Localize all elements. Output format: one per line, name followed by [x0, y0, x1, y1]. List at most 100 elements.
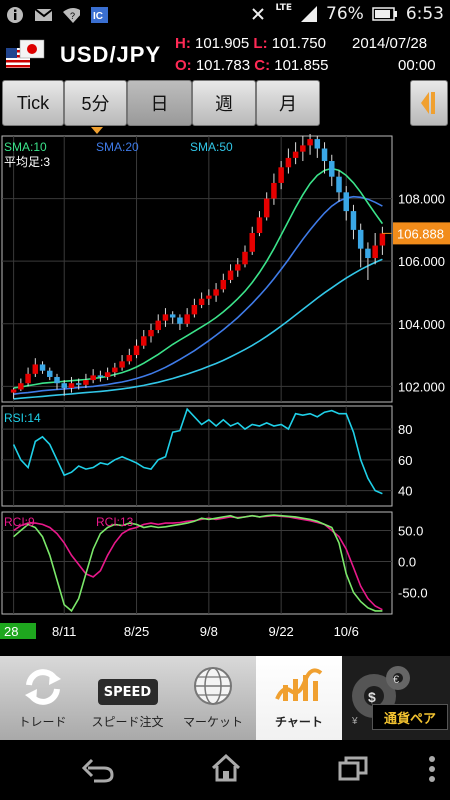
system-nav-bar: [0, 740, 450, 800]
tab-chart-label: チャート: [275, 715, 323, 729]
x-tick-label: 8/25: [124, 624, 149, 639]
candle-body: [39, 364, 46, 371]
svg-text:IC: IC: [93, 11, 103, 22]
close-value: 101.855: [274, 57, 329, 74]
svg-text:€: €: [393, 674, 399, 686]
tab-market[interactable]: マーケット: [170, 656, 256, 740]
collapse-panel-button[interactable]: [410, 80, 448, 126]
rsi-panel: 80 60 40 RSI:14: [4, 407, 412, 499]
tab-month-label: 月: [279, 94, 297, 114]
tab-5min[interactable]: 5分: [64, 80, 127, 134]
rci-tick-label: 50.0: [398, 524, 423, 539]
tab-tick-label: Tick: [16, 92, 50, 113]
bottom-tab-bar: トレード SPEED スピード注文 マーケット チャート $ € ¥ 通貨ペ: [0, 656, 450, 740]
candle-body: [148, 330, 154, 337]
open-label: O:: [175, 57, 192, 74]
tab-chart[interactable]: チャート: [256, 656, 342, 740]
bar-time: 00:00: [398, 57, 436, 74]
chart-svg: 108.000 106.000 104.000 102.000 SMA:10 SMA:20…: [0, 129, 450, 639]
rsi-tick-label: 40: [398, 484, 412, 499]
candle-body: [83, 380, 89, 385]
currency-pair: USD/JPY: [60, 42, 162, 67]
status-left-icons: ? IC: [6, 6, 108, 24]
candle-body: [169, 314, 176, 318]
candle-body: [379, 233, 386, 246]
tab-week[interactable]: 週: [192, 80, 256, 126]
rci-tick-label: 0.0: [398, 554, 416, 569]
candle-body: [357, 229, 364, 249]
sma-label: SMA:10: [4, 140, 47, 154]
candle-body: [220, 279, 227, 290]
candle-body: [25, 373, 31, 384]
tab-week-label: 週: [215, 94, 233, 114]
svg-text:¥: ¥: [351, 716, 358, 727]
rci9-line: [13, 514, 383, 613]
high-label: H:: [175, 35, 191, 52]
high-low-row: H: 101.905 L: 101.750: [175, 35, 326, 52]
candle-body: [155, 320, 161, 331]
tab-currency-pair[interactable]: $ € ¥ 通貨ペア: [342, 656, 450, 740]
candle-body: [278, 167, 284, 183]
candle-body: [32, 364, 39, 374]
x-tick-label: 9/8: [200, 624, 218, 639]
tab-tick[interactable]: Tick: [2, 80, 64, 126]
scroll-position-bar: [0, 623, 36, 639]
recent-apps-icon[interactable]: [336, 754, 370, 784]
chevron-left-icon: [421, 92, 435, 114]
tab-speed-order[interactable]: SPEED スピード注文: [85, 656, 170, 740]
candle-body: [213, 289, 219, 296]
back-icon[interactable]: [80, 754, 116, 784]
price-subtitle: 平均足:3: [4, 155, 50, 169]
panel-frame: [1, 405, 393, 507]
open-close-row: O: 101.783 C: 101.855: [175, 57, 328, 74]
bluetooth-off-icon: [252, 8, 265, 20]
candle-body: [133, 345, 140, 356]
ic-icon: IC: [90, 6, 108, 24]
network-type: LTE: [275, 3, 293, 13]
svg-text:$: $: [368, 689, 376, 705]
chart-area[interactable]: 108.000 106.000 104.000 102.000 SMA:10 SMA:20…: [0, 129, 450, 646]
chart-icon: [275, 668, 323, 701]
tab-trade-label: トレード: [18, 715, 67, 729]
mail-icon: [34, 6, 52, 24]
menu-icon[interactable]: [424, 754, 440, 784]
candle-body: [112, 367, 118, 373]
candle-body: [372, 245, 378, 259]
candle-body: [227, 270, 234, 280]
rsi-tick-label: 80: [398, 422, 412, 437]
signal-icon: [301, 6, 318, 22]
candle-body: [314, 139, 321, 149]
rci-panel: 50.0 0.0 -50.0 RCI:9 RCI:13: [4, 514, 428, 613]
tab-day[interactable]: 日: [127, 80, 192, 126]
candle-body: [97, 375, 104, 377]
tab-market-label: マーケット: [182, 715, 243, 729]
tab-month[interactable]: 月: [256, 80, 320, 126]
sma-label: SMA:20: [96, 140, 139, 154]
x-axis: 28 8/11 8/25 9/8 9/22 10/6: [0, 623, 359, 639]
tab-speed-order-label: スピード注文: [91, 715, 164, 729]
candle-body: [365, 248, 371, 259]
rsi-tick-label: 60: [398, 453, 412, 468]
timeframe-toolbar: Tick 5分 日 週 月: [0, 78, 450, 134]
candle-body: [104, 372, 111, 377]
globe-icon: [194, 667, 232, 705]
tab-5min-label: 5分: [81, 94, 110, 114]
candle-body: [206, 295, 212, 299]
sma-label: SMA:50: [190, 140, 233, 154]
x-tick-label: 9/22: [268, 624, 293, 639]
currency-pair-label: 通貨ペア: [372, 704, 448, 730]
status-right: LTE 76% 6:53: [249, 3, 444, 24]
tab-day-label: 日: [150, 94, 169, 114]
candle-body: [54, 376, 60, 384]
bar-date: 2014/07/28: [352, 35, 428, 52]
candle-body: [249, 233, 255, 252]
candle-body: [343, 192, 349, 212]
rci9-label: RCI:9: [4, 515, 35, 529]
low-value: 101.750: [271, 35, 326, 52]
price-tick-label: 102.000: [398, 379, 445, 394]
candle-body: [300, 145, 306, 152]
tab-trade[interactable]: トレード: [0, 656, 85, 740]
candle-body: [162, 314, 169, 321]
home-icon[interactable]: [209, 752, 243, 784]
candle-body: [126, 355, 133, 362]
